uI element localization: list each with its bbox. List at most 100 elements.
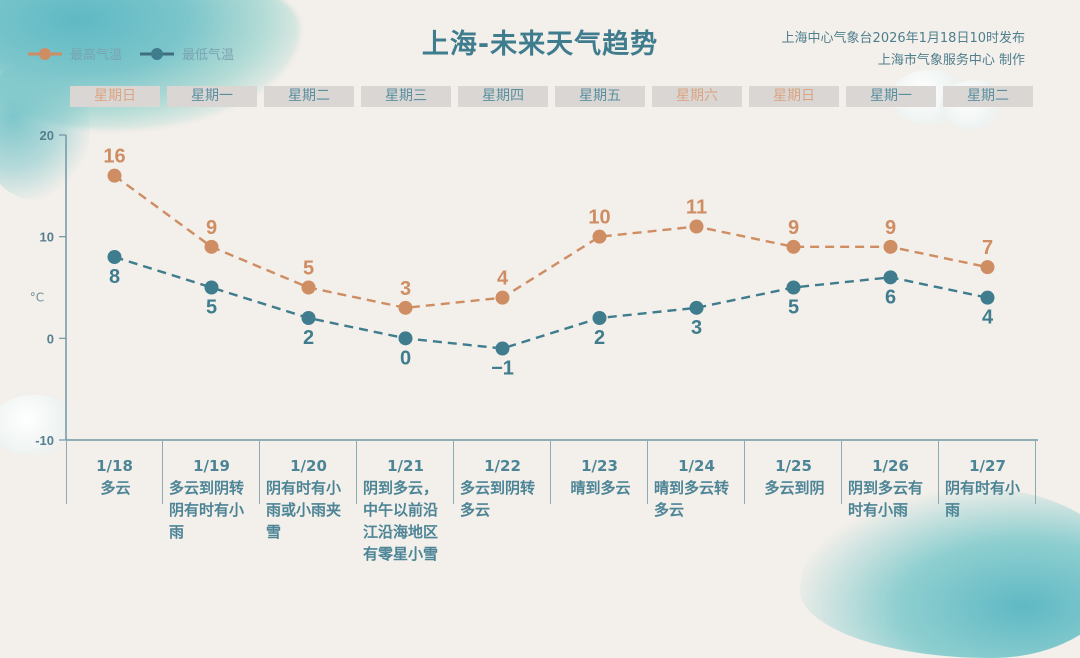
low-temp-point: [592, 311, 607, 325]
forecast-date: 1/18: [96, 457, 133, 475]
forecast-day-column: 1/18 多云: [66, 441, 163, 565]
column-divider: [453, 441, 454, 504]
column-divider: [744, 441, 745, 504]
y-tick-label: 10: [40, 230, 54, 245]
forecast-date: 1/20: [290, 457, 327, 475]
low-temp-value: −1: [491, 358, 514, 380]
high-temp-point: [786, 239, 801, 254]
low-temp-point: [495, 341, 510, 356]
issuer-line-publish: 上海中心气象台2026年1月18日10时发布: [781, 31, 1025, 46]
forecast-day-column: 1/24 晴到多云转多云: [648, 441, 745, 565]
column-divider: [1035, 441, 1036, 504]
y-tick-label: -10: [35, 433, 54, 448]
weekday-label: 星期六: [652, 86, 742, 107]
high-temp-value: 16: [103, 146, 125, 168]
high-temp-point: [301, 280, 316, 295]
column-divider: [938, 441, 939, 504]
high-temp-value: 9: [885, 217, 896, 239]
low-temp-point: [107, 250, 122, 264]
forecast-date: 1/27: [969, 457, 1006, 475]
low-temp-point: [786, 280, 801, 295]
forecast-day-column: 1/20 阴有时有小雨或小雨夹雪: [260, 441, 357, 565]
forecast-day-column: 1/27 阴有时有小雨: [939, 441, 1036, 565]
forecast-date: 1/21: [387, 457, 424, 475]
weekday-label: 星期三: [361, 86, 451, 107]
forecast-weather-description: 多云到阴: [764, 479, 825, 497]
weekday-label: 星期二: [264, 86, 354, 107]
low-temp-point: [301, 311, 316, 325]
weekday-label: 星期一: [846, 86, 936, 107]
legend-high-label: 最高气温: [70, 48, 123, 63]
forecast-date: 1/22: [484, 457, 521, 475]
forecast-day-column: 1/23 晴到多云: [551, 441, 648, 565]
low-temp-line: [114, 255, 988, 350]
column-divider: [66, 441, 67, 504]
forecast-weather-description: 多云到阴转阴有时有小雨: [169, 479, 245, 541]
forecast-day-column: 1/21 阴到多云，中午以前沿江沿海地区有零星小雪: [357, 441, 454, 565]
forecast-weather-description: 晴到多云: [570, 479, 631, 497]
forecast-weather-description: 阴到多云有时有小雨: [848, 479, 924, 519]
y-axis-unit-label: °C: [30, 291, 44, 305]
column-divider: [841, 441, 842, 504]
high-temp-value: 10: [588, 207, 610, 229]
forecast-date: 1/19: [193, 457, 230, 475]
weekday-label: 星期五: [555, 86, 645, 107]
column-divider: [162, 441, 163, 504]
high-temp-value: 4: [497, 268, 509, 290]
low-temp-value: 5: [206, 297, 217, 319]
high-temp-value: 9: [206, 217, 217, 239]
high-temp-line: [113, 174, 988, 310]
legend-low-marker-icon: [140, 47, 175, 60]
high-temp-point: [689, 219, 704, 234]
legend-item-high: 最高气温: [28, 44, 122, 63]
legend-low-label: 最低气温: [182, 48, 235, 63]
high-temp-value: 5: [303, 258, 314, 280]
issuer-line-producer: 上海市气象服务中心 制作: [877, 53, 1025, 68]
low-temp-value: 8: [109, 266, 120, 288]
high-temp-point: [980, 260, 995, 275]
forecast-date: 1/24: [678, 457, 715, 475]
legend-item-low: 最低气温: [140, 44, 234, 63]
weekday-label: 星期一: [167, 86, 257, 107]
low-temp-value: 0: [400, 347, 411, 369]
high-temp-value: 7: [982, 237, 993, 259]
y-tick-label: 20: [40, 128, 54, 143]
weekday-label: 星期日: [70, 86, 160, 107]
forecast-day-column: 1/19 多云到阴转阴有时有小雨: [163, 441, 260, 565]
low-temp-value: 5: [788, 297, 799, 319]
high-temp-point: [107, 168, 122, 183]
forecast-weather-description: 多云到阴转多云: [460, 479, 536, 519]
low-temp-value: 4: [982, 307, 994, 329]
forecast-date: 1/25: [775, 457, 812, 475]
forecast-date: 1/23: [581, 457, 618, 475]
column-divider: [550, 441, 551, 504]
weekday-label: 星期四: [458, 86, 548, 107]
high-temp-value: 3: [400, 278, 411, 300]
page-title: 上海-未来天气趋势: [421, 29, 659, 60]
high-temp-value: 9: [788, 217, 799, 239]
chart-legend: 最高气温 最低气温: [28, 44, 234, 63]
low-temp-value: 2: [303, 327, 314, 349]
low-temp-value: 6: [885, 286, 896, 308]
weekday-label: 星期二: [943, 86, 1033, 107]
forecast-day-column: 1/22 多云到阴转多云: [454, 441, 551, 565]
high-temp-point: [592, 229, 607, 244]
low-temp-point: [689, 300, 704, 315]
column-divider: [356, 441, 357, 504]
low-temp-point: [204, 280, 219, 295]
low-temp-value: 2: [594, 327, 605, 349]
column-divider: [647, 441, 648, 504]
forecast-day-column: 1/25 多云到阴: [745, 441, 842, 565]
high-temp-point: [204, 239, 219, 254]
forecast-weather-description: 多云: [100, 479, 131, 497]
low-temp-point: [883, 270, 898, 285]
high-temp-point: [883, 239, 898, 254]
low-temp-point: [398, 331, 413, 346]
high-temp-point: [495, 290, 510, 305]
high-temp-point: [398, 300, 413, 315]
low-temp-value: 3: [691, 317, 702, 339]
forecast-day-column: 1/26 阴到多云有时有小雨: [842, 441, 939, 565]
forecast-weather-description: 阴到多云，中午以前沿江沿海地区有零星小雪: [363, 479, 439, 563]
watercolor-decoration-left: [0, 60, 90, 200]
